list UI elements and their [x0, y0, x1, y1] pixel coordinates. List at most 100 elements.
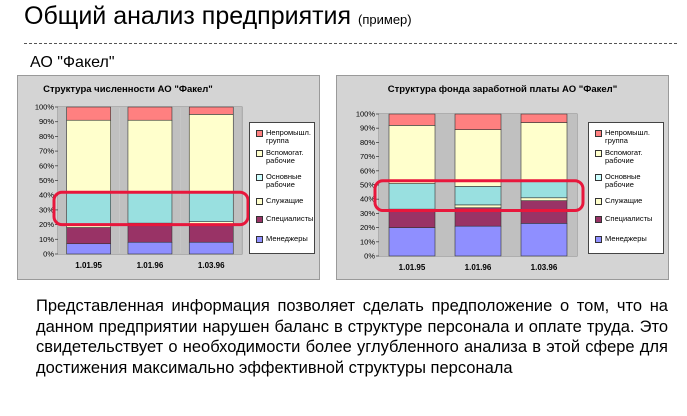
bar-segment: [127, 106, 173, 121]
headcount-chart-title: Структура численности АО "Факел": [43, 84, 213, 95]
y-tick-label: 30%: [39, 205, 54, 214]
legend-label: Служащие: [605, 196, 643, 205]
bar-gap: [171, 107, 181, 254]
bar-segment: [66, 227, 111, 245]
bar-segment: [520, 223, 568, 257]
bar-segment: [454, 113, 502, 130]
bar-segment: [454, 204, 502, 209]
headcount-legend: Непромышл. группа Вспомогат. рабочие Основ…: [249, 122, 315, 254]
title-note: (пример): [358, 12, 412, 27]
headcount-chart: 0% 10% 20% 30% 40% 50% 60% 70% 80% 90% 100% 1.01.95…: [35, 103, 250, 270]
bar-segment: [454, 129, 502, 187]
legend-swatch: [595, 198, 602, 205]
bar-segment: [388, 125, 436, 184]
legend-label: Вспомогат. рабочие: [605, 148, 643, 165]
legend-label: Специалисты: [605, 214, 653, 223]
bar-gap: [180, 107, 190, 254]
x-tick-label: 1.01.95: [399, 263, 426, 272]
bar-segment: [66, 243, 111, 255]
bar-segment: [127, 119, 173, 193]
legend-swatch: [256, 174, 263, 181]
bar-gap: [445, 114, 455, 256]
y-tick-label: 20%: [360, 223, 375, 232]
bar-gap: [110, 107, 120, 254]
title-main: Общий анализ предприятия: [24, 2, 352, 30]
bar-segment: [188, 191, 234, 222]
legend-label: Менеджеры: [266, 234, 308, 243]
bar-segment: [388, 210, 436, 228]
legend-swatch: [595, 236, 602, 243]
bar-gap: [58, 107, 67, 254]
legend-swatch: [595, 216, 602, 223]
company-name: АО "Факел": [30, 54, 115, 71]
highlight-frame: [52, 190, 250, 227]
bar-segment: [188, 114, 234, 193]
legend-swatch: [256, 236, 263, 243]
legend-label: Непромышл. группа: [605, 128, 651, 145]
bar-segment: [188, 224, 234, 243]
y-tick-label: 80%: [360, 138, 375, 147]
bar-segment: [388, 227, 436, 257]
x-tick-label: 1.01.96: [465, 263, 492, 272]
legend-swatch: [595, 150, 602, 157]
bar-segment: [188, 106, 234, 115]
y-tick-label: 20%: [39, 220, 54, 229]
y-tick-label: 0%: [43, 250, 54, 259]
bar-gap: [233, 107, 242, 254]
legend-label: Служащие: [266, 196, 304, 205]
bar-segment: [66, 106, 111, 121]
y-tick-label: 10%: [39, 235, 54, 244]
y-tick-label: 70%: [360, 152, 375, 161]
bar-gap: [379, 114, 389, 256]
legend-swatch: [256, 198, 263, 205]
bar-segment: [520, 197, 568, 201]
x-tick-label: 1.01.95: [75, 261, 102, 270]
bar-gap: [435, 114, 445, 256]
bar-segment: [127, 191, 173, 224]
y-tick-label: 60%: [39, 161, 54, 170]
highlight-frame: [373, 179, 585, 213]
conclusion-text: Представленная информация позволяет сдел…: [36, 297, 668, 377]
bar-segment: [520, 180, 568, 199]
legend-swatch: [256, 130, 263, 137]
y-tick-label: 50%: [360, 181, 375, 190]
legend-label: Менеджеры: [605, 234, 647, 243]
y-tick-label: 40%: [360, 195, 375, 204]
bar-segment: [127, 241, 173, 255]
y-tick-label: 30%: [360, 209, 375, 218]
y-tick-label: 40%: [39, 191, 54, 200]
y-tick-label: 100%: [356, 110, 376, 119]
y-tick-label: 0%: [364, 252, 375, 261]
legend-swatch: [595, 174, 602, 181]
y-tick-label: 80%: [39, 132, 54, 141]
bar-gap: [501, 114, 511, 256]
bar-segment: [454, 186, 502, 206]
legend-swatch: [256, 216, 263, 223]
bar-segment: [66, 191, 111, 225]
legend-swatch: [256, 150, 263, 157]
x-tick-label: 1.01.96: [137, 261, 164, 270]
y-tick-label: 60%: [360, 166, 375, 175]
legend-label: Основные рабочие: [266, 172, 302, 189]
x-tick-label: 1.03.96: [198, 261, 225, 270]
bar-gap: [119, 107, 128, 254]
bar-gap: [567, 114, 577, 256]
legend-label: Основные рабочие: [605, 172, 641, 189]
y-tick-label: 90%: [360, 124, 375, 133]
legend-label: Специалисты: [266, 214, 314, 223]
payroll-chart-panel: Структура фонда заработной платы АО "Фак…: [336, 75, 669, 280]
title-divider: [24, 43, 677, 44]
y-tick-label: 50%: [39, 176, 54, 185]
bar-segment: [127, 224, 173, 243]
payroll-legend: Непромышл. группа Вспомогат. рабочие Основ…: [588, 122, 664, 254]
y-tick-label: 90%: [39, 117, 54, 126]
bar-segment: [66, 119, 111, 193]
bar-segment: [454, 225, 502, 257]
headcount-chart-panel: Структура численности АО "Факел" 0% 10% 20…: [17, 75, 320, 280]
payroll-chart-title: Структура фонда заработной платы АО "Фак…: [387, 84, 618, 95]
bar-segment: [388, 113, 436, 126]
page-title: Общий анализ предприятия (пример): [24, 2, 412, 31]
legend-label: Непромышл. группа: [266, 128, 312, 145]
y-tick-label: 10%: [360, 237, 375, 246]
y-tick-label: 100%: [35, 103, 55, 112]
